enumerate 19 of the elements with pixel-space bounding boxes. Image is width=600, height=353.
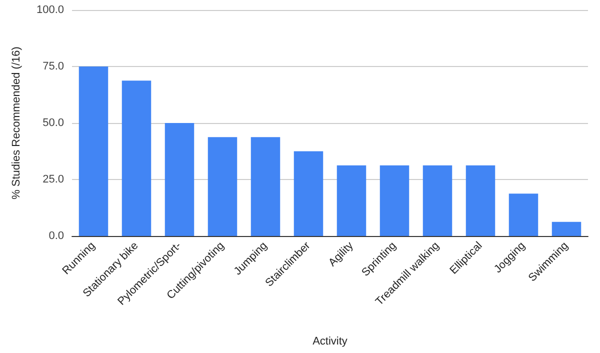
bar — [508, 194, 538, 236]
y-tick-label: 25.0 — [42, 174, 64, 186]
y-tick-label: 100.0 — [36, 4, 64, 16]
bar — [380, 165, 410, 236]
y-tick-label: 50.0 — [42, 117, 64, 129]
bar — [122, 80, 152, 236]
x-axis-title: Activity — [312, 336, 348, 348]
y-axis-title: % Studies Recommended (/16) — [10, 46, 22, 200]
bar — [466, 165, 496, 236]
bar — [422, 165, 452, 236]
y-tick-label: 0.0 — [48, 230, 64, 242]
bar — [164, 123, 194, 236]
bar — [208, 137, 238, 236]
bar — [294, 151, 324, 236]
bar — [250, 137, 280, 236]
bar — [552, 222, 582, 236]
bar — [336, 165, 366, 236]
bar — [78, 66, 108, 236]
y-tick-label: 75.0 — [42, 60, 64, 72]
